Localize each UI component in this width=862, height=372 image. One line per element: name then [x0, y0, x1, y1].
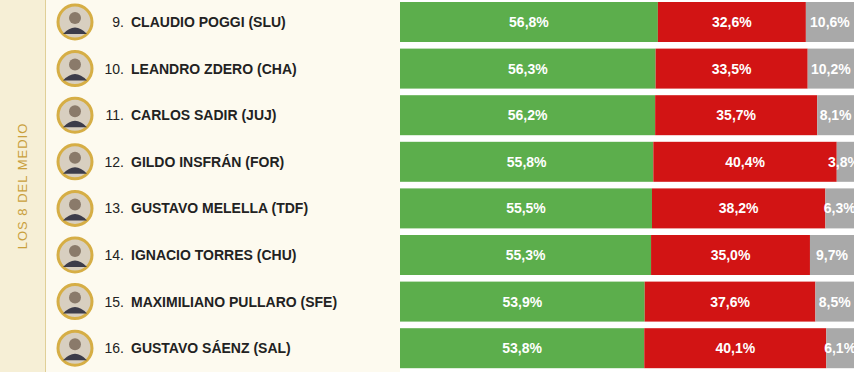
avatar-body: [63, 121, 87, 128]
data-label: 56,3%: [508, 61, 548, 77]
bar-segment: [806, 2, 854, 42]
avatar-body: [63, 28, 87, 35]
category-label: CARLOS SADIR (JUJ): [131, 107, 276, 123]
data-label: 33,5%: [712, 61, 752, 77]
bar-segment: [645, 282, 816, 322]
avatar-head: [69, 105, 81, 117]
bar-segment: [815, 282, 854, 322]
avatar: [58, 5, 92, 39]
data-label: 32,6%: [712, 14, 752, 30]
avatar-body: [63, 307, 87, 314]
data-label: 6,3%: [824, 200, 856, 216]
avatar-head: [69, 152, 81, 164]
avatar-body: [63, 74, 87, 81]
bar-segment: [400, 49, 656, 89]
data-label: 35,7%: [716, 107, 756, 123]
avatar: [58, 52, 92, 86]
data-label: 3,8%: [828, 154, 860, 170]
avatar-body: [63, 214, 87, 221]
data-labels: 56,8% 32,6% 10,6% 56,3% 33,5% 10,2% 56,2% 35,7%…: [502, 14, 860, 356]
bar-segment: [658, 2, 806, 42]
bar-segment: [808, 49, 854, 89]
data-label: 6,1%: [824, 340, 856, 356]
data-label: 10,2%: [811, 61, 851, 77]
data-label: 53,9%: [503, 294, 543, 310]
avatar: [58, 145, 92, 179]
data-label: 10,6%: [810, 14, 850, 30]
data-label: 55,5%: [506, 200, 546, 216]
category-label: GILDO INSFRÁN (FOR): [131, 154, 284, 170]
avatar-body: [63, 167, 87, 174]
bar-segment: [651, 235, 810, 275]
avatar-head: [69, 292, 81, 304]
avatar: [58, 98, 92, 132]
data-label: 40,1%: [715, 340, 755, 356]
avatar: [58, 331, 92, 365]
category-label: IGNACIO TORRES (CHU): [131, 247, 296, 263]
data-label: 8,5%: [819, 294, 851, 310]
bar-segment: [653, 142, 836, 182]
category-label: CLAUDIO POGGI (SLU): [131, 14, 286, 30]
rank-label: 12.: [105, 154, 124, 170]
bar-segment: [655, 95, 817, 135]
bar-segment: [652, 188, 825, 228]
group-title: LOS 8 DEL MEDIO: [15, 123, 30, 250]
bar-segment: [810, 235, 854, 275]
data-label: 55,8%: [507, 154, 547, 170]
rank-label: 15.: [105, 294, 124, 310]
avatar: [58, 191, 92, 225]
bar-segment: [644, 328, 826, 368]
avatar-head: [69, 245, 81, 257]
rank-label: 16.: [105, 340, 124, 356]
rank-label: 14.: [105, 247, 124, 263]
bars: [400, 2, 854, 368]
data-label: 8,1%: [820, 107, 852, 123]
data-label: 55,3%: [506, 247, 546, 263]
avatar-body: [63, 354, 87, 361]
avatar-head: [69, 198, 81, 210]
category-label: GUSTAVO MELELLA (TDF): [131, 200, 308, 216]
data-label: 35,0%: [711, 247, 751, 263]
avatar-head: [69, 338, 81, 350]
bar-segment: [400, 142, 653, 182]
category-label: MAXIMILIANO PULLARO (SFE): [131, 294, 337, 310]
bar-segment: [400, 328, 644, 368]
data-label: 53,8%: [502, 340, 542, 356]
rank-label: 13.: [105, 200, 124, 216]
row-labels: 9. CLAUDIO POGGI (SLU) 10. LEANDRO ZDERO (C…: [58, 5, 337, 365]
bar-segment: [400, 235, 651, 275]
avatar-body: [63, 261, 87, 268]
bar-segment: [400, 188, 652, 228]
bar-segment: [400, 95, 655, 135]
data-label: 37,6%: [710, 294, 750, 310]
category-label: LEANDRO ZDERO (CHA): [131, 61, 297, 77]
chart-container: LOS 8 DEL MEDIO 56,8% 32,6% 10,6% 56,3% 33,5%…: [0, 0, 862, 372]
names-panel: [46, 0, 400, 372]
chart-svg: LOS 8 DEL MEDIO 56,8% 32,6% 10,6% 56,3% 33,5%…: [0, 0, 862, 372]
category-label: GUSTAVO SÁENZ (SAL): [131, 340, 291, 356]
rank-label: 11.: [106, 107, 124, 123]
bar-segment: [817, 95, 854, 135]
bar-segment: [656, 49, 808, 89]
avatar: [58, 238, 92, 272]
data-label: 9,7%: [816, 247, 848, 263]
side-panel: [0, 0, 46, 372]
side-divider: [45, 0, 46, 372]
data-label: 56,8%: [509, 14, 549, 30]
data-label: 40,4%: [725, 154, 765, 170]
avatar-head: [69, 59, 81, 71]
rank-label: 9.: [112, 14, 124, 30]
bar-segment: [400, 2, 658, 42]
bar-segment: [400, 282, 645, 322]
avatar-head: [69, 12, 81, 24]
avatar: [58, 285, 92, 319]
rank-label: 10.: [105, 61, 124, 77]
data-label: 56,2%: [508, 107, 548, 123]
data-label: 38,2%: [719, 200, 759, 216]
